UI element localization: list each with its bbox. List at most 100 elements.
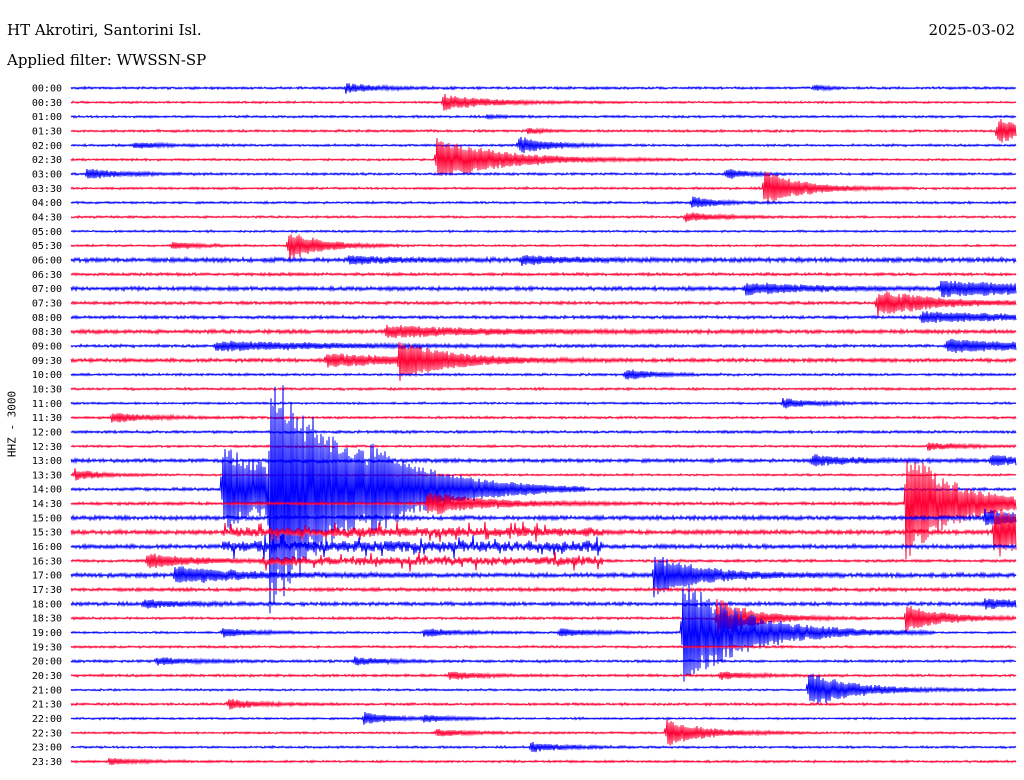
filter-subtitle: Applied filter: WWSSN-SP [7, 51, 207, 69]
trace-row [70, 254, 1017, 267]
trace-row [70, 508, 1017, 526]
trace-row [70, 291, 1017, 317]
trace-row [70, 171, 1017, 203]
row-time-label: 20:30 [32, 671, 62, 682]
trace-row [70, 586, 1017, 593]
trace-row [70, 280, 1017, 298]
row-time-label: 23:30 [32, 757, 62, 768]
row-time-label: 19:30 [32, 642, 62, 653]
trace-row [70, 644, 1017, 650]
row-time-label: 13:30 [32, 470, 62, 481]
row-time-label: 02:30 [32, 155, 62, 166]
trace-row [70, 229, 1017, 234]
trace-row [70, 461, 1017, 560]
trace-row [70, 338, 1017, 353]
trace-row [70, 429, 1017, 435]
trace-row [70, 311, 1017, 323]
row-time-label: 05:30 [32, 241, 62, 252]
trace-row [70, 468, 1017, 481]
row-time-label: 12:30 [32, 442, 62, 453]
row-time-label: 14:00 [32, 485, 62, 496]
trace-row [70, 509, 1017, 557]
row-time-label: 09:30 [32, 356, 62, 367]
row-time-label: 12:00 [32, 427, 62, 438]
row-time-label: 18:00 [32, 599, 62, 610]
row-time-label: 08:30 [32, 327, 62, 338]
row-time-label: 18:30 [32, 614, 62, 625]
row-time-label: 00:00 [32, 84, 62, 95]
trace-row [70, 556, 1017, 598]
row-time-label: 11:00 [32, 399, 62, 410]
trace-row [70, 342, 1017, 381]
trace-row [70, 119, 1017, 143]
row-time-label: 17:00 [32, 571, 62, 582]
trace-row [70, 196, 1017, 208]
trace-row [70, 712, 1017, 725]
row-time-label: 16:30 [32, 556, 62, 567]
trace-row [70, 168, 1017, 179]
trace-row [70, 698, 1017, 710]
trace-row [70, 656, 1017, 666]
row-time-label: 08:00 [32, 313, 62, 324]
row-time-label: 05:00 [32, 227, 62, 238]
trace-row [70, 673, 1017, 704]
row-time-label: 15:30 [32, 528, 62, 539]
row-time-label: 03:30 [32, 184, 62, 195]
trace-row [70, 271, 1017, 278]
trace-row [70, 454, 1017, 467]
date-label: 2025-03-02 [928, 21, 1015, 39]
trace-row [70, 369, 1017, 380]
row-time-label: 17:30 [32, 585, 62, 596]
row-time-label: 10:00 [32, 370, 62, 381]
trace-row [70, 212, 1017, 223]
station-title: HT Akrotiri, Santorini Isl. [7, 21, 202, 39]
trace-row [70, 534, 1017, 560]
trace-row [70, 385, 1017, 614]
trace-row [70, 551, 1017, 572]
trace-row [70, 93, 1017, 111]
trace-row [70, 413, 1017, 423]
trace-row [70, 719, 1017, 746]
trace-row [70, 757, 1017, 766]
row-time-label: 15:00 [32, 513, 62, 524]
row-time-label: 21:00 [32, 685, 62, 696]
trace-row [70, 598, 1017, 610]
row-time-label: 23:00 [32, 743, 62, 754]
trace-row [70, 113, 1017, 121]
row-time-label: 22:30 [32, 728, 62, 739]
row-time-label: 07:30 [32, 298, 62, 309]
row-time-label: 19:00 [32, 628, 62, 639]
trace-row [70, 671, 1017, 680]
trace-row [70, 234, 1017, 262]
row-time-label: 04:00 [32, 198, 62, 209]
row-time-label: 21:30 [32, 700, 62, 711]
channel-axis-label: HHZ - 3000 [5, 390, 19, 458]
row-time-label: 16:00 [32, 542, 62, 553]
row-time-label: 06:30 [32, 270, 62, 281]
trace-row [70, 83, 1017, 94]
trace-row [70, 398, 1017, 409]
row-time-label: 10:30 [32, 384, 62, 395]
trace-row [70, 442, 1017, 451]
row-time-label: 20:00 [32, 657, 62, 668]
trace-row [70, 386, 1017, 392]
row-time-label: 22:00 [32, 714, 62, 725]
row-time-label: 14:30 [32, 499, 62, 510]
row-time-label: 01:00 [32, 112, 62, 123]
trace-row [70, 742, 1017, 753]
row-time-label: 04:30 [32, 212, 62, 223]
row-time-label: 00:30 [32, 98, 62, 109]
trace-row [70, 584, 1017, 682]
row-time-label: 02:00 [32, 141, 62, 152]
row-time-label: 01:30 [32, 126, 62, 137]
row-time-label: 11:30 [32, 413, 62, 424]
row-time-label: 06:00 [32, 255, 62, 266]
trace-row [70, 136, 1017, 154]
trace-row [70, 324, 1017, 339]
row-time-label: 03:00 [32, 169, 62, 180]
trace-row [70, 599, 1017, 637]
row-time-label: 07:00 [32, 284, 62, 295]
row-time-label: 13:00 [32, 456, 62, 467]
trace-row [70, 137, 1017, 177]
